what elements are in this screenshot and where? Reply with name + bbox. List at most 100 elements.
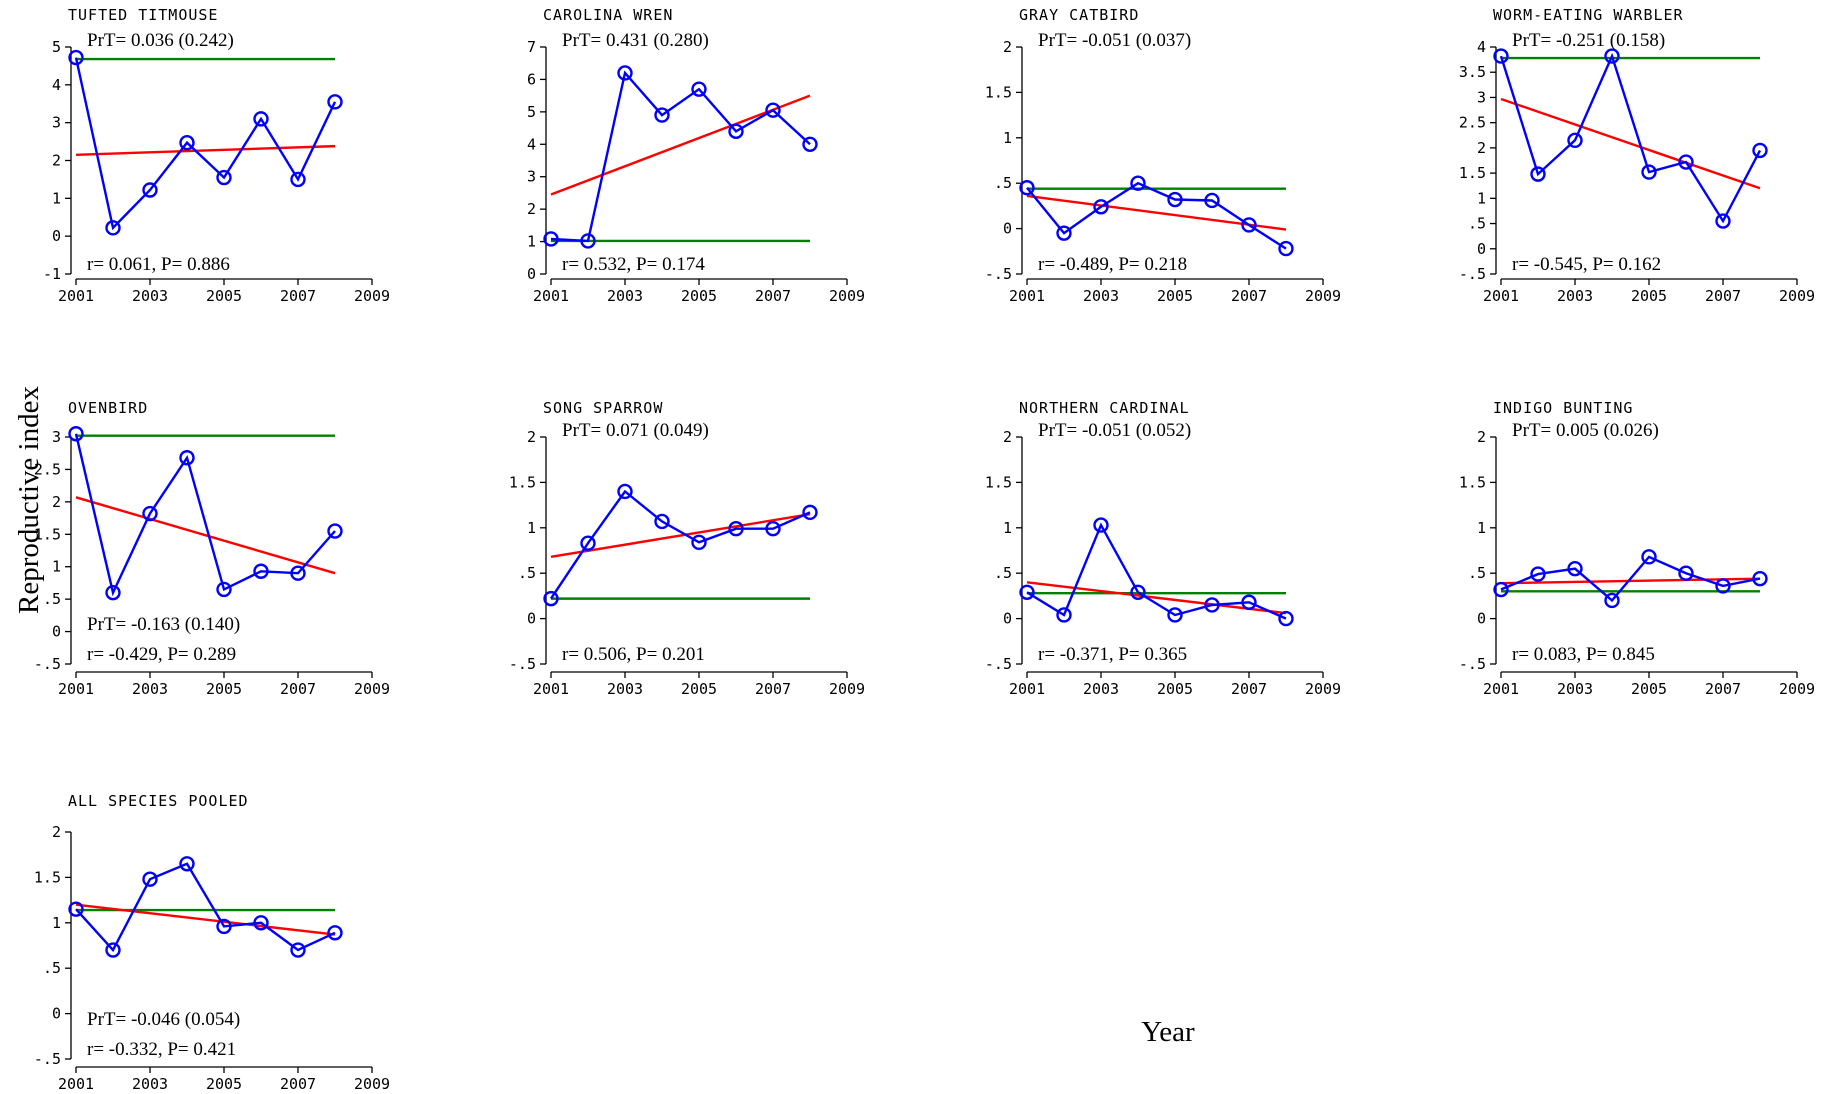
data-point	[1678, 565, 1694, 581]
y-tick-label: 3	[52, 114, 61, 132]
x-tick-label: 2003	[132, 287, 168, 305]
y-tick-label: 1	[1477, 189, 1486, 207]
panel-title: INDIGO BUNTING	[1493, 399, 1633, 417]
panel-all-species-pooled: ALL SPECIES POOLED -.5 0 .5 1 1.5 2 2001 2003 200…	[34, 792, 390, 1093]
y-tick-label: .5	[518, 564, 536, 582]
x-tick-label: 2005	[1157, 680, 1193, 698]
data-point	[1019, 180, 1035, 196]
trend-line	[550, 512, 811, 559]
y-tick-label: 1.5	[985, 83, 1012, 101]
y-tick-label: 2	[1003, 38, 1012, 56]
x-tick-label: 2001	[58, 680, 94, 698]
panel-title: GRAY CATBIRD	[1019, 6, 1139, 24]
data-point	[216, 918, 232, 935]
data-point	[543, 590, 559, 607]
data-point	[802, 504, 818, 521]
y-tick-label: 2	[52, 493, 61, 511]
trend-line	[1500, 97, 1761, 190]
y-axis-label: Reproductive index	[13, 386, 45, 614]
data-point	[1204, 192, 1220, 209]
y-tick-label: 2	[52, 152, 61, 170]
y-tick-label: 1	[52, 189, 61, 207]
x-tick-label: 2007	[755, 287, 791, 305]
panel-tufted-titmouse: TUFTED TITMOUSE -1 0 1 2 3 4 5 2001 2003 2005 2007 2…	[43, 6, 390, 305]
data-point	[691, 81, 707, 97]
y-tick-label: .5	[43, 959, 61, 977]
data-point	[580, 535, 596, 551]
x-tick-label: 2001	[1009, 287, 1045, 305]
panel-title: NORTHERN CARDINAL	[1019, 399, 1190, 417]
data-point	[179, 135, 195, 151]
data-point	[765, 102, 781, 118]
trend-line	[75, 144, 336, 157]
y-tick-label: 1	[1477, 519, 1486, 537]
data-point	[1752, 570, 1768, 587]
data-point	[1715, 578, 1731, 594]
panel-carolina-wren: CAROLINA WREN 0 1 2 3 4 5 6 7 2001 2003 2005 2007 200…	[527, 6, 865, 305]
data-point	[1093, 517, 1109, 533]
y-tick-label: -.5	[985, 265, 1012, 283]
y-tick-label: 0	[52, 227, 61, 245]
y-tick-label: 6	[527, 70, 536, 88]
data-point	[179, 856, 195, 872]
data-point	[1641, 549, 1657, 565]
data-point	[327, 925, 343, 941]
data-point	[1130, 584, 1146, 600]
y-tick-label: -.5	[1459, 655, 1486, 673]
x-tick-label: 2005	[1157, 287, 1193, 305]
y-tick-label: .5	[43, 590, 61, 608]
data-point	[1241, 217, 1257, 233]
prt-annotation: PrT= -0.051 (0.052)	[1038, 420, 1191, 441]
panel-title: CAROLINA WREN	[543, 6, 673, 24]
prt-annotation: PrT= -0.163 (0.140)	[87, 614, 240, 635]
y-tick-label: -.5	[1459, 265, 1486, 283]
data-point	[290, 171, 306, 188]
x-tick-label: 2007	[755, 680, 791, 698]
y-tick-label: 0	[527, 265, 536, 283]
r-p-annotation: r= -0.371, P= 0.365	[1038, 644, 1187, 665]
r-p-annotation: r= -0.332, P= 0.421	[87, 1039, 236, 1060]
r-p-annotation: r= -0.429, P= 0.289	[87, 644, 236, 665]
y-tick-label: 1	[527, 233, 536, 251]
x-tick-label: 2009	[354, 287, 390, 305]
x-tick-label: 2005	[206, 1075, 242, 1089]
series-line	[74, 57, 337, 231]
data-point	[68, 426, 84, 442]
x-tick-label: 2003	[132, 1075, 168, 1089]
series-line	[74, 433, 336, 597]
y-tick-label: .5	[994, 564, 1012, 582]
y-tick-label: 0	[52, 1005, 61, 1023]
y-tick-label: 5	[527, 103, 536, 121]
data-point	[691, 534, 707, 551]
x-tick-label: 2001	[58, 1075, 94, 1089]
panel-title: TUFTED TITMOUSE	[68, 6, 218, 24]
x-tick-label: 2007	[280, 1075, 316, 1089]
data-point	[543, 231, 559, 247]
panel-title: ALL SPECIES POOLED	[68, 792, 249, 810]
y-tick-label: 3.5	[1459, 63, 1486, 81]
data-point	[1567, 560, 1583, 577]
x-tick-label: 2007	[280, 680, 316, 698]
data-point	[580, 233, 596, 249]
x-tick-label: 2009	[829, 287, 865, 305]
data-point	[142, 182, 158, 198]
r-p-annotation: r= -0.489, P= 0.218	[1038, 254, 1187, 275]
series-line	[1499, 52, 1762, 224]
x-tick-label: 2003	[132, 680, 168, 698]
data-point	[1678, 154, 1694, 170]
y-tick-label: 0	[52, 623, 61, 641]
series-line	[1026, 522, 1287, 620]
panel-title: WORM-EATING WARBLER	[1493, 6, 1684, 24]
y-tick-label: 3	[52, 428, 61, 446]
trend-line	[75, 903, 336, 936]
y-tick-label: -.5	[985, 655, 1012, 673]
data-point	[1130, 175, 1146, 191]
panel-title: SONG SPARROW	[543, 399, 663, 417]
x-tick-label: 2005	[1631, 287, 1667, 305]
trend-line	[1026, 581, 1287, 615]
data-point	[1567, 132, 1583, 149]
r-p-annotation: r= 0.532, P= 0.174	[562, 254, 705, 275]
r-p-annotation: r= -0.545, P= 0.162	[1512, 254, 1661, 275]
